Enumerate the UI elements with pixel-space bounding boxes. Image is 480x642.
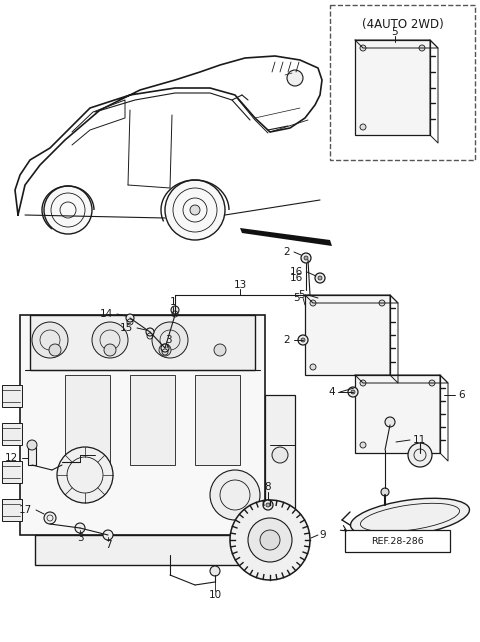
Bar <box>2 461 22 483</box>
Circle shape <box>260 530 280 550</box>
Text: 2: 2 <box>283 335 290 345</box>
Text: 15: 15 <box>120 323 133 333</box>
Circle shape <box>44 512 56 524</box>
Circle shape <box>360 45 366 51</box>
Text: 4: 4 <box>328 387 335 397</box>
Circle shape <box>360 124 366 130</box>
Text: 16: 16 <box>290 273 303 283</box>
Circle shape <box>310 300 316 306</box>
Text: 3: 3 <box>77 533 84 543</box>
Text: 1: 1 <box>170 297 176 307</box>
Text: (4AUTO 2WD): (4AUTO 2WD) <box>362 18 444 31</box>
Circle shape <box>304 256 308 260</box>
Circle shape <box>75 523 85 533</box>
Circle shape <box>57 447 113 503</box>
Bar <box>35 535 250 565</box>
Circle shape <box>126 314 134 322</box>
Text: 9: 9 <box>320 530 326 540</box>
Circle shape <box>419 45 425 51</box>
Circle shape <box>161 344 169 352</box>
Bar <box>65 375 110 465</box>
Circle shape <box>315 273 325 283</box>
Text: 17: 17 <box>19 505 32 515</box>
Circle shape <box>171 306 179 314</box>
Circle shape <box>301 338 305 342</box>
Bar <box>195 375 240 465</box>
Bar <box>355 375 440 453</box>
Text: 5: 5 <box>299 290 305 300</box>
Circle shape <box>263 500 273 510</box>
Circle shape <box>266 503 270 507</box>
Circle shape <box>318 276 322 280</box>
Circle shape <box>379 300 385 306</box>
Bar <box>355 40 430 135</box>
Circle shape <box>92 322 128 358</box>
Circle shape <box>152 322 188 358</box>
Text: 10: 10 <box>208 590 222 600</box>
Circle shape <box>408 443 432 467</box>
Text: 11: 11 <box>413 435 426 445</box>
Text: 2: 2 <box>283 247 290 257</box>
Bar <box>330 5 475 160</box>
Circle shape <box>360 442 366 448</box>
Bar <box>265 395 295 515</box>
Bar <box>2 423 22 445</box>
Circle shape <box>351 390 355 394</box>
Circle shape <box>429 380 435 386</box>
Circle shape <box>210 470 260 520</box>
Text: 13: 13 <box>233 280 247 290</box>
Circle shape <box>190 205 200 215</box>
Bar <box>20 315 265 535</box>
Bar <box>305 295 390 375</box>
Circle shape <box>214 344 226 356</box>
Circle shape <box>272 447 288 463</box>
Circle shape <box>165 180 225 240</box>
Bar <box>2 385 22 407</box>
Bar <box>30 315 255 370</box>
Circle shape <box>385 417 395 427</box>
Circle shape <box>49 344 61 356</box>
Circle shape <box>32 322 68 358</box>
Circle shape <box>301 253 311 263</box>
Circle shape <box>348 387 358 397</box>
Circle shape <box>287 70 303 86</box>
Circle shape <box>104 344 116 356</box>
Bar <box>2 499 22 521</box>
Circle shape <box>310 364 316 370</box>
Circle shape <box>381 488 389 496</box>
Text: 12: 12 <box>5 453 18 463</box>
Text: 7: 7 <box>105 540 111 550</box>
Text: 5: 5 <box>293 293 300 303</box>
Circle shape <box>44 186 92 234</box>
Bar <box>345 530 450 552</box>
Text: 5: 5 <box>392 27 398 37</box>
Ellipse shape <box>350 498 469 537</box>
Text: REF.28-286: REF.28-286 <box>371 537 423 546</box>
Bar <box>28 447 36 465</box>
Circle shape <box>298 335 308 345</box>
Circle shape <box>210 566 220 576</box>
Circle shape <box>230 500 310 580</box>
Circle shape <box>103 530 113 540</box>
Text: 8: 8 <box>264 482 271 492</box>
Circle shape <box>248 518 292 562</box>
Circle shape <box>159 344 171 356</box>
Bar <box>130 375 175 465</box>
Text: 16: 16 <box>290 267 303 277</box>
Circle shape <box>27 440 37 450</box>
Text: 3: 3 <box>165 335 171 345</box>
Circle shape <box>360 380 366 386</box>
Circle shape <box>146 328 154 336</box>
Text: 14: 14 <box>100 309 113 319</box>
Polygon shape <box>240 228 332 246</box>
Text: 6: 6 <box>458 390 465 400</box>
